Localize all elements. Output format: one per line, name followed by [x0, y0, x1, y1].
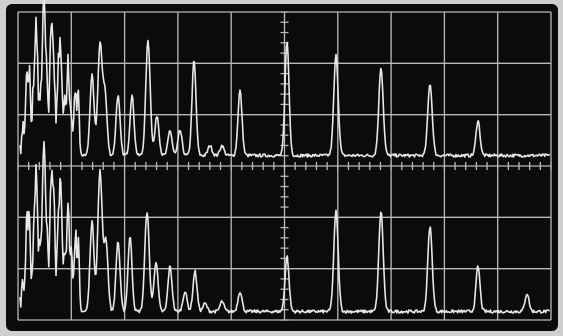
traces — [19, 0, 551, 314]
screen — [6, 4, 558, 331]
graticule — [17, 11, 552, 321]
trace — [19, 140, 550, 314]
trace — [19, 0, 551, 158]
